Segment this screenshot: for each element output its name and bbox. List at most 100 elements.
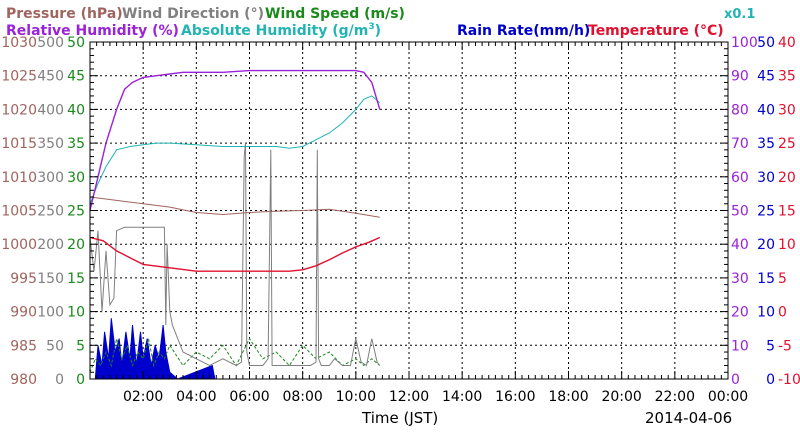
- y-tick-label-wind_speed: 45: [67, 69, 85, 85]
- y-tick-label-wind_speed: 0: [76, 372, 85, 388]
- legend-abs-scale-note: x0.1: [724, 7, 755, 22]
- tick-labels: 02:00 04:00 06:00 08:00 10:00 12:00 14:00 16:00…: [1, 35, 800, 405]
- y-tick-label-temp: -10: [778, 372, 800, 388]
- y-tick-label-pressure: 1010: [1, 170, 37, 186]
- y-tick-label-temp: 10: [778, 237, 796, 253]
- legend-relative-humidity: Relative Humidity (%): [6, 23, 179, 39]
- y-tick-label-temp: 20: [778, 170, 796, 186]
- series-rain: [94, 318, 216, 380]
- y-tick-label-rain: 50: [757, 35, 775, 51]
- x-tick-label: 20:00: [601, 389, 641, 405]
- axes: [89, 41, 729, 380]
- x-tick-label: 12:00: [389, 389, 429, 405]
- y-tick-label-rain: 40: [757, 102, 775, 118]
- series-wind_speed: [89, 337, 381, 373]
- date-label: 2014-04-06: [645, 409, 732, 427]
- series-abs_hum: [89, 95, 381, 204]
- y-tick-label-wind_dir: 500: [37, 35, 64, 51]
- x-tick-label: 04:00: [176, 389, 216, 405]
- y-tick-label-rain: 15: [757, 271, 775, 287]
- legend-abs-hum-sup: 3: [368, 22, 374, 32]
- series-rel_hum: [89, 69, 381, 211]
- y-tick-label-pressure: 995: [10, 271, 37, 287]
- x-tick-label: 22:00: [655, 389, 695, 405]
- y-tick-label-wind_speed: 5: [76, 338, 85, 354]
- y-tick-label-rel_hum: 70: [731, 136, 749, 152]
- y-tick-label-wind_dir: 450: [37, 69, 64, 85]
- legend-abs-hum-close: ): [375, 23, 381, 39]
- y-tick-label-pressure: 985: [10, 338, 37, 354]
- y-tick-label-rain: 20: [757, 237, 775, 253]
- y-tick-label-rel_hum: 10: [731, 338, 749, 354]
- y-tick-label-rain: 10: [757, 305, 775, 321]
- y-tick-label-wind_speed: 40: [67, 102, 85, 118]
- y-tick-label-rel_hum: 50: [731, 204, 749, 220]
- y-tick-label-pressure: 1015: [1, 136, 37, 152]
- grid: [90, 42, 728, 379]
- y-tick-label-wind_speed: 35: [67, 136, 85, 152]
- y-tick-label-rel_hum: 90: [731, 69, 749, 85]
- y-tick-label-rain: 45: [757, 69, 775, 85]
- x-tick-label: 10:00: [336, 389, 376, 405]
- y-tick-label-temp: 15: [778, 204, 796, 220]
- x-tick-label: 16:00: [495, 389, 535, 405]
- x-axis-label: Time (JST): [361, 409, 438, 427]
- y-tick-label-wind_speed: 30: [67, 170, 85, 186]
- y-tick-label-wind_dir: 150: [37, 271, 64, 287]
- series-temp: [89, 236, 381, 272]
- y-tick-label-wind_dir: 100: [37, 305, 64, 321]
- legend-wind-speed: Wind Speed (m/s): [265, 6, 405, 22]
- x-tick-label: 00:00: [708, 389, 748, 405]
- y-tick-label-wind_dir: 250: [37, 204, 64, 220]
- y-tick-label-pressure: 990: [10, 305, 37, 321]
- y-tick-label-pressure: 1000: [1, 237, 37, 253]
- y-tick-label-rain: 25: [757, 204, 775, 220]
- legend-temperature: Temperature (°C): [588, 23, 724, 39]
- y-tick-label-wind_dir: 50: [46, 338, 64, 354]
- x-tick-label: 18:00: [548, 389, 588, 405]
- y-tick-label-wind_dir: 350: [37, 136, 64, 152]
- y-tick-label-pressure: 980: [10, 372, 37, 388]
- legend-absolute-humidity: Absolute Humidity (g/m3): [181, 22, 381, 39]
- y-tick-label-pressure: 1005: [1, 204, 37, 220]
- y-tick-label-rel_hum: 100: [731, 35, 758, 51]
- y-tick-label-temp: 40: [778, 35, 796, 51]
- y-tick-label-rel_hum: 60: [731, 170, 749, 186]
- legend-rain-rate: Rain Rate(mm/h): [457, 23, 590, 39]
- x-tick-label: 06:00: [229, 389, 269, 405]
- y-tick-label-temp: 25: [778, 136, 796, 152]
- y-tick-label-wind_speed: 50: [67, 35, 85, 51]
- y-tick-label-rain: 35: [757, 136, 775, 152]
- chart-legend: Pressure (hPa) Wind Direction (°) Wind S…: [6, 6, 755, 39]
- legend-wind-direction: Wind Direction (°): [122, 6, 264, 22]
- y-tick-label-temp: 0: [778, 305, 787, 321]
- legend-pressure: Pressure (hPa): [6, 6, 123, 22]
- y-tick-label-wind_speed: 15: [67, 271, 85, 287]
- y-tick-label-rel_hum: 20: [731, 305, 749, 321]
- series-wind_dir: [89, 143, 381, 367]
- x-tick-label: 02:00: [123, 389, 163, 405]
- y-tick-label-temp: 30: [778, 102, 796, 118]
- y-tick-label-rel_hum: 30: [731, 271, 749, 287]
- y-tick-label-rel_hum: 80: [731, 102, 749, 118]
- y-tick-label-wind_speed: 25: [67, 204, 85, 220]
- y-tick-label-wind_speed: 20: [67, 237, 85, 253]
- x-tick-label: 14:00: [442, 389, 482, 405]
- y-tick-label-wind_speed: 10: [67, 305, 85, 321]
- y-tick-label-rain: 0: [766, 372, 775, 388]
- y-tick-label-rel_hum: 0: [731, 372, 740, 388]
- y-tick-label-rain: 5: [766, 338, 775, 354]
- y-tick-label-wind_dir: 200: [37, 237, 64, 253]
- y-tick-label-wind_dir: 400: [37, 102, 64, 118]
- y-tick-label-rel_hum: 40: [731, 237, 749, 253]
- y-tick-label-pressure: 1030: [1, 35, 37, 51]
- y-tick-label-temp: -5: [778, 338, 792, 354]
- y-tick-label-pressure: 1025: [1, 69, 37, 85]
- series-pressure: [89, 196, 380, 218]
- legend-abs-hum-label: Absolute Humidity (g/m: [181, 23, 368, 39]
- y-tick-label-rain: 30: [757, 170, 775, 186]
- y-tick-label-temp: 5: [778, 271, 787, 287]
- y-tick-label-pressure: 1020: [1, 102, 37, 118]
- y-tick-label-wind_dir: 0: [55, 372, 64, 388]
